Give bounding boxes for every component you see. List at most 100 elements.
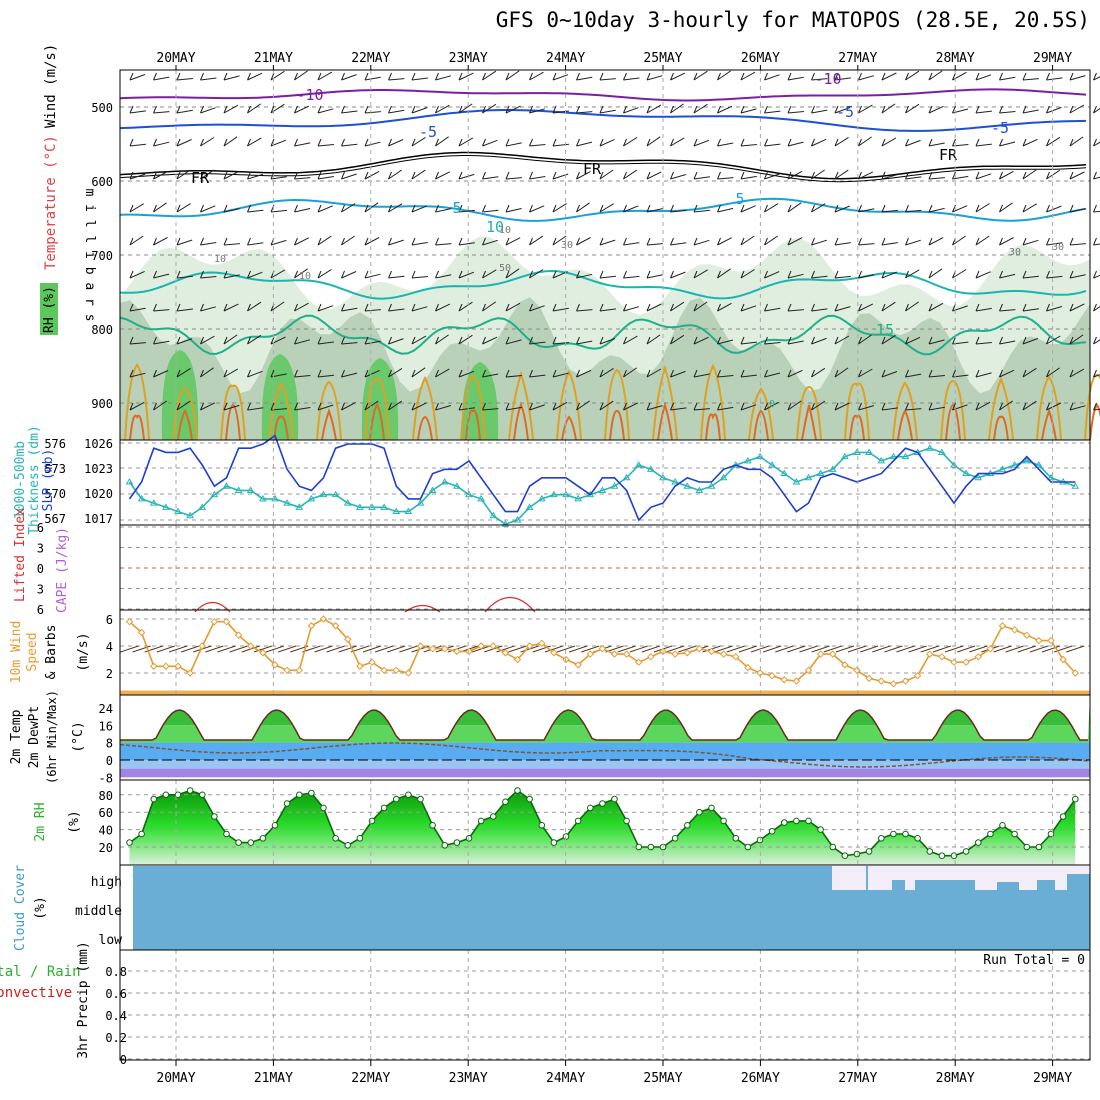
wind-barb-flag	[905, 138, 909, 147]
wind-speed-point	[598, 644, 607, 653]
wind-speed-point	[1059, 655, 1067, 664]
wind-speed-point	[744, 663, 752, 672]
wind-barb-flag	[1046, 237, 1050, 246]
wind-barb	[956, 645, 976, 653]
wind-barb	[928, 339, 945, 345]
wind-barb-flag	[834, 138, 839, 147]
slp-tick: 1017	[84, 512, 113, 526]
wind-barb	[920, 645, 939, 653]
wind-barb	[740, 144, 757, 147]
wind-barb-flag	[787, 270, 792, 279]
wind-barb-flag	[341, 72, 345, 81]
wind-barb-flag	[999, 138, 1003, 147]
wind-barb	[270, 239, 287, 246]
wind-barb-flag	[670, 270, 674, 279]
wind-barb	[1069, 334, 1084, 345]
wind-barb	[1093, 76, 1100, 81]
wind-barb	[156, 645, 176, 653]
wind-barb-flag	[129, 369, 134, 378]
wind-barb-flag	[223, 237, 228, 246]
wind-speed-point	[1035, 636, 1043, 645]
thickness-point	[768, 461, 777, 468]
rh2m-point	[223, 830, 230, 838]
thickness-point	[974, 473, 983, 481]
wind-barb-flag	[717, 171, 721, 180]
wind-barb-flag	[576, 402, 580, 411]
wind-barb-flag	[834, 171, 839, 180]
wind-speed-point	[950, 658, 958, 666]
temp-tick: 24	[99, 702, 113, 716]
cloud-clear-block	[868, 866, 892, 890]
wind-barb	[482, 176, 499, 180]
wind-barb-flag	[294, 105, 298, 114]
wind-barb-flag	[670, 171, 674, 180]
contour-25	[945, 403, 961, 441]
wind-barb	[200, 242, 217, 246]
wind-barb	[153, 340, 170, 345]
wind-barb-flag	[200, 336, 204, 345]
thickness-point	[889, 452, 898, 460]
wind-barb-flag	[576, 303, 580, 312]
wind-barb	[881, 242, 898, 246]
wind-barb-flag	[247, 270, 251, 279]
wind-barb	[835, 645, 855, 653]
wind-barb	[975, 307, 992, 312]
wind-barb-flag	[1069, 72, 1074, 81]
wind-barb-flag	[294, 270, 298, 279]
wind-barb-flag	[364, 138, 369, 147]
contour-label: 10	[299, 271, 311, 282]
wind-barb	[693, 408, 710, 411]
wind-barb	[717, 105, 733, 114]
wind-barb	[1022, 400, 1037, 411]
wind-barb	[740, 269, 755, 279]
wind-barb	[928, 302, 944, 312]
wind-barb-flag	[599, 369, 604, 378]
wind-barb-flag	[975, 369, 980, 378]
wind-barb	[576, 111, 593, 114]
wind-barb	[693, 70, 708, 81]
wind-barb-flag	[505, 171, 510, 180]
date-label-bottom: 27MAY	[838, 1071, 877, 1086]
wind-barb	[223, 171, 239, 180]
wind-barb	[1069, 208, 1086, 213]
wind-barb	[740, 305, 757, 312]
chart-title: GFS 0~10day 3-hourly for MATOPOS (28.5E,…	[495, 8, 1090, 32]
slp-tick: 1020	[84, 487, 113, 501]
wind-barb-flag	[623, 369, 627, 378]
contour-20	[124, 363, 150, 441]
wind-barb	[764, 342, 781, 345]
rh-tick: 80	[99, 789, 113, 803]
wind-barb-flag	[129, 105, 134, 114]
wind-barb-flag	[388, 105, 392, 114]
wind-barb-flag	[764, 138, 768, 147]
wind-barb-flag	[576, 171, 580, 180]
wind-barb	[787, 170, 803, 180]
main-ylabel: m i l l i b a r s	[82, 188, 97, 321]
wind-barb-flag	[458, 171, 463, 180]
rh2m-point	[538, 822, 546, 829]
wind-barb	[458, 137, 474, 147]
wind-barb-flag	[811, 402, 815, 411]
cloud-clear-block	[1055, 866, 1067, 890]
wind-barb	[180, 645, 200, 653]
wind-barb	[411, 306, 428, 312]
wind-barb-flag	[529, 402, 533, 411]
wind-barb	[1093, 243, 1100, 246]
wind-barb-flag	[129, 402, 134, 411]
wind-barb-flag	[717, 204, 721, 213]
wind-barb-flag	[693, 171, 698, 180]
thickness-point	[452, 482, 461, 489]
wind-barb	[1069, 303, 1085, 312]
wind-speed-point	[671, 650, 679, 658]
cloud-tick: low	[99, 933, 123, 948]
wind-barb-flag	[505, 204, 510, 213]
wind-barb	[223, 104, 239, 114]
cloud-clear-block	[915, 866, 975, 880]
rh2m-point	[380, 804, 388, 812]
wind-barb-flag	[411, 237, 416, 246]
wind-barb-flag	[341, 204, 345, 213]
wind-barb	[717, 142, 734, 147]
rh2m-label: 2m RH	[33, 802, 48, 841]
wind-barb	[341, 271, 357, 279]
temp-line	[120, 709, 1088, 741]
